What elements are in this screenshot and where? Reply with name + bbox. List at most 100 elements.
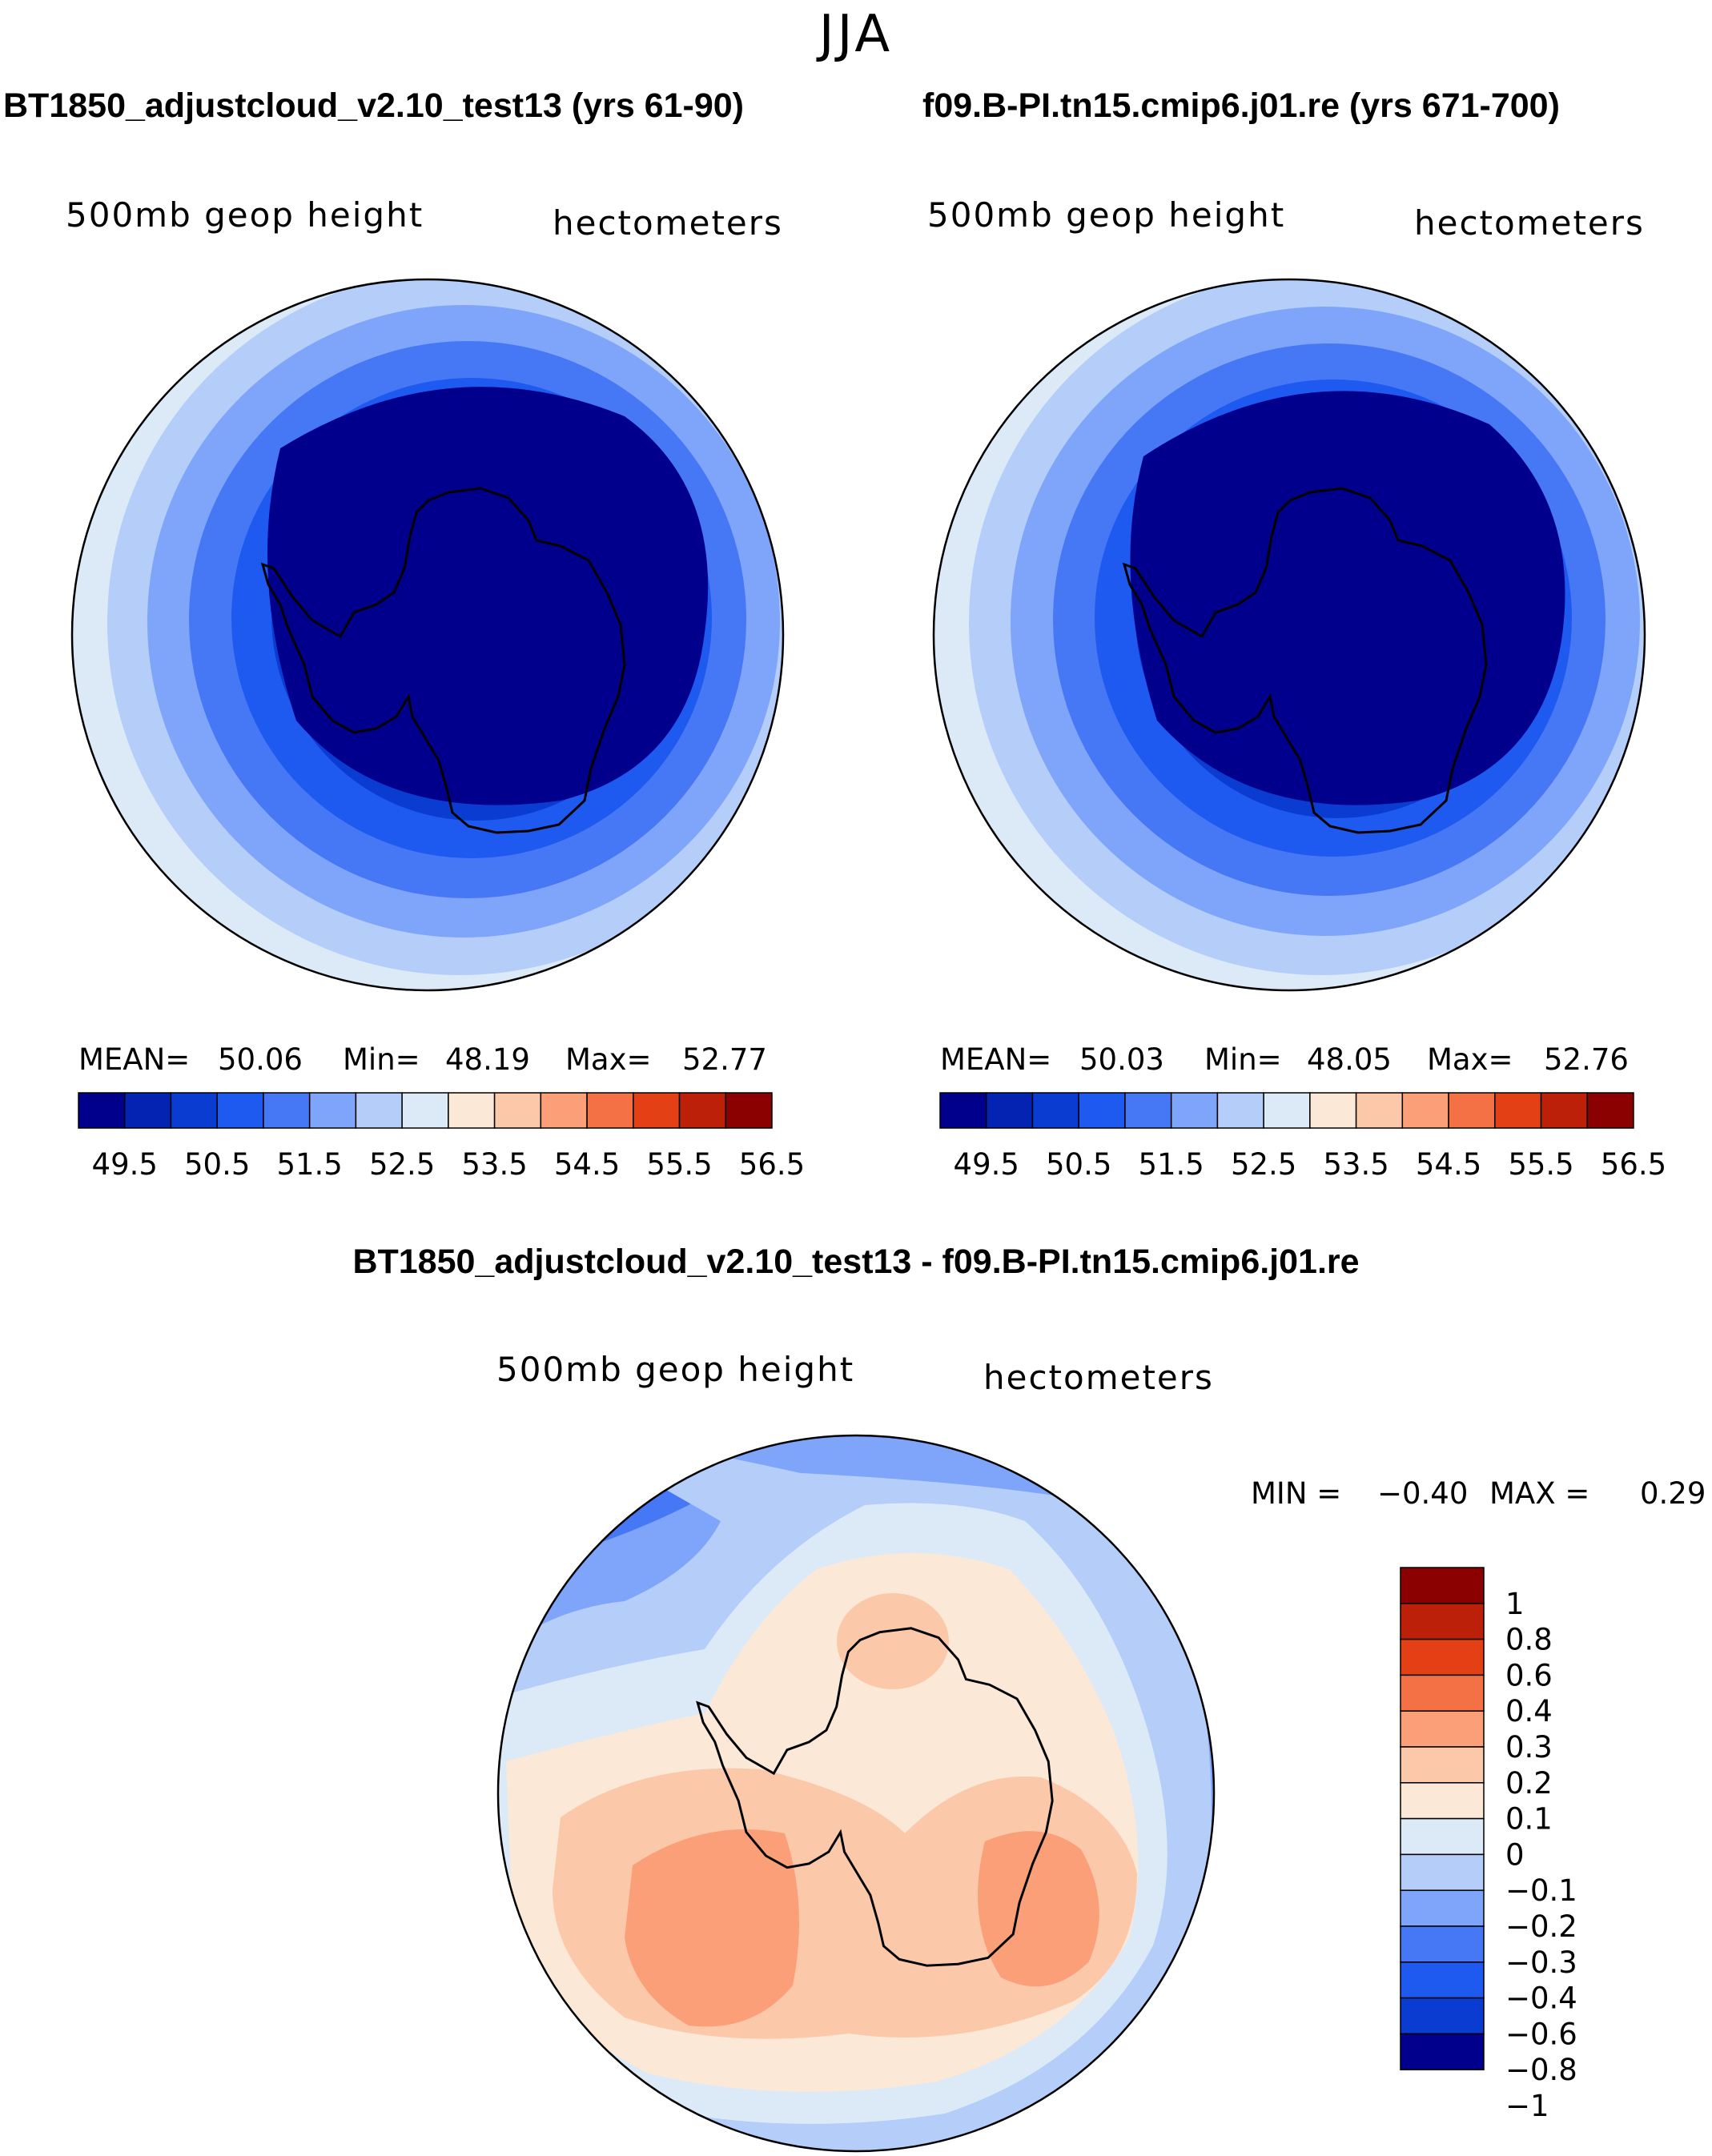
map-left-outline bbox=[70, 278, 785, 992]
colorbar-swatch bbox=[263, 1092, 311, 1129]
colorbar-swatch bbox=[1400, 2033, 1485, 2070]
colorbar-swatch bbox=[939, 1092, 987, 1129]
colorbar-right bbox=[939, 1092, 1634, 1129]
panel-left-title: BT1850_adjustcloud_v2.10_test13 (yrs 61-… bbox=[3, 86, 744, 125]
colorbar-tick-label: 56.5 bbox=[1601, 1147, 1666, 1182]
map-right-outline bbox=[932, 278, 1646, 992]
colorbar-swatch bbox=[1216, 1092, 1264, 1129]
colorbar-tick-label: 51.5 bbox=[276, 1147, 342, 1182]
panel-right: f09.B-PI.tn15.cmip6.j01.re (yrs 671-700)… bbox=[922, 86, 1667, 1182]
colorbar-swatch bbox=[1309, 1092, 1357, 1129]
colorbar-swatch bbox=[1400, 1603, 1485, 1640]
colorbar-swatch bbox=[1124, 1092, 1172, 1129]
colorbar-diff-labels: 10.80.60.40.30.20.10−0.1−0.2−0.3−0.4−0.6… bbox=[1505, 1587, 1577, 2123]
colorbar-swatch bbox=[78, 1092, 126, 1129]
colorbar-tick-label: 50.5 bbox=[184, 1147, 250, 1182]
colorbar-swatch bbox=[401, 1092, 449, 1129]
colorbar-swatch bbox=[493, 1092, 542, 1129]
left-mean-value: 50.06 bbox=[218, 1042, 303, 1077]
colorbar-swatch bbox=[123, 1092, 172, 1129]
colorbar-tick-label: 0.8 bbox=[1505, 1623, 1553, 1657]
diff-title: BT1850_adjustcloud_v2.10_test13 - f09.B-… bbox=[352, 1243, 1359, 1281]
colorbar-swatch bbox=[216, 1092, 264, 1129]
colorbar-tick-label: 49.5 bbox=[92, 1147, 158, 1182]
colorbar-swatch bbox=[1355, 1092, 1404, 1129]
map-left bbox=[72, 279, 783, 990]
colorbar-diff bbox=[1400, 1567, 1485, 2070]
right-max-value: 52.76 bbox=[1544, 1042, 1629, 1077]
colorbar-swatch bbox=[1400, 1853, 1485, 1891]
panel-diff: BT1850_adjustcloud_v2.10_test13 - f09.B-… bbox=[352, 1243, 1706, 2153]
colorbar-tick-label: 1 bbox=[1505, 1587, 1525, 1621]
colorbar-swatch bbox=[1400, 1710, 1485, 1748]
colorbar-tick-label: 50.5 bbox=[1046, 1147, 1111, 1182]
colorbar-tick-label: 0.3 bbox=[1505, 1730, 1553, 1765]
colorbar-tick-label: 51.5 bbox=[1138, 1147, 1204, 1182]
colorbar-left-ticks: 49.5 50.5 51.5 52.5 53.5 54.5 55.5 56.5 bbox=[92, 1147, 806, 1182]
colorbar-swatch bbox=[1401, 1092, 1449, 1129]
season-title: JJA bbox=[816, 5, 893, 64]
panel-right-title: f09.B-PI.tn15.cmip6.j01.re (yrs 671-700) bbox=[922, 86, 1560, 125]
colorbar-swatch bbox=[1263, 1092, 1311, 1129]
colorbar-swatch bbox=[678, 1092, 727, 1129]
colorbar-tick-label: 52.5 bbox=[1231, 1147, 1296, 1182]
left-max-label: Max= bbox=[565, 1042, 652, 1077]
colorbar-tick-label: 56.5 bbox=[739, 1147, 805, 1182]
colorbar-tick-label: 54.5 bbox=[1416, 1147, 1481, 1182]
colorbar-swatch bbox=[1400, 1925, 1485, 1963]
colorbar-swatch bbox=[1400, 1567, 1485, 1604]
colorbar-tick-label: −0.1 bbox=[1505, 1873, 1577, 1908]
colorbar-swatch bbox=[1400, 1817, 1485, 1856]
panel-left-variable: 500mb geop height bbox=[66, 195, 424, 235]
colorbar-tick-label: 0.2 bbox=[1505, 1766, 1553, 1801]
left-max-value: 52.77 bbox=[682, 1042, 767, 1077]
colorbar-tick-label: −0.3 bbox=[1505, 1945, 1577, 1980]
colorbar-swatch bbox=[1400, 1674, 1485, 1712]
left-min-value: 48.19 bbox=[445, 1042, 530, 1077]
right-mean-value: 50.03 bbox=[1079, 1042, 1164, 1077]
colorbar-swatch bbox=[1031, 1092, 1079, 1129]
colorbar-swatch bbox=[1400, 1782, 1485, 1820]
colorbar-swatch bbox=[1400, 1638, 1485, 1676]
colorbar-tick-label: 0.4 bbox=[1505, 1694, 1553, 1728]
colorbar-swatch bbox=[1494, 1092, 1542, 1129]
diff-min-label: MIN = bbox=[1251, 1476, 1341, 1511]
colorbar-swatch bbox=[633, 1092, 681, 1129]
diff-max-value: 0.29 bbox=[1640, 1476, 1706, 1511]
panel-left-units: hectometers bbox=[553, 203, 783, 243]
colorbar-tick-label: 55.5 bbox=[1508, 1147, 1573, 1182]
colorbar-tick-label: −1 bbox=[1505, 2089, 1549, 2123]
panel-left: BT1850_adjustcloud_v2.10_test13 (yrs 61-… bbox=[3, 86, 806, 1182]
map-right bbox=[934, 279, 1645, 990]
colorbar-right-ticks: 49.5 50.5 51.5 52.5 53.5 54.5 55.5 56.5 bbox=[954, 1147, 1667, 1182]
right-min-label: Min= bbox=[1204, 1042, 1282, 1077]
colorbar-swatch bbox=[1078, 1092, 1126, 1129]
colorbar-swatch bbox=[1448, 1092, 1496, 1129]
colorbar-tick-label: 52.5 bbox=[369, 1147, 435, 1182]
colorbar-swatch bbox=[355, 1092, 403, 1129]
colorbar-swatch bbox=[1400, 1961, 1485, 1999]
colorbar-tick-label: −0.2 bbox=[1505, 1909, 1577, 1944]
colorbar-swatch bbox=[1170, 1092, 1219, 1129]
colorbar-swatch bbox=[725, 1092, 773, 1129]
colorbar-swatch bbox=[170, 1092, 218, 1129]
diff-max-label: MAX = bbox=[1489, 1476, 1589, 1511]
colorbar-swatch bbox=[586, 1092, 634, 1129]
colorbar-swatch bbox=[1586, 1092, 1634, 1129]
left-min-label: Min= bbox=[343, 1042, 420, 1077]
panel-right-units: hectometers bbox=[1414, 203, 1645, 243]
diff-variable: 500mb geop height bbox=[496, 1350, 854, 1389]
colorbar-swatch bbox=[540, 1092, 588, 1129]
colorbar-swatch bbox=[1400, 1889, 1485, 1927]
colorbar-tick-label: −0.6 bbox=[1505, 2017, 1577, 2051]
colorbar-swatch bbox=[1400, 1997, 1485, 2035]
colorbar-tick-label: 53.5 bbox=[1323, 1147, 1388, 1182]
colorbar-tick-label: 0.1 bbox=[1505, 1802, 1553, 1837]
colorbar-swatch bbox=[1540, 1092, 1589, 1129]
panel-right-variable: 500mb geop height bbox=[927, 195, 1285, 235]
colorbar-swatch bbox=[1400, 1746, 1485, 1784]
map-diff bbox=[498, 1435, 1214, 2151]
colorbar-swatch bbox=[448, 1092, 496, 1129]
colorbar-tick-label: 55.5 bbox=[646, 1147, 712, 1182]
